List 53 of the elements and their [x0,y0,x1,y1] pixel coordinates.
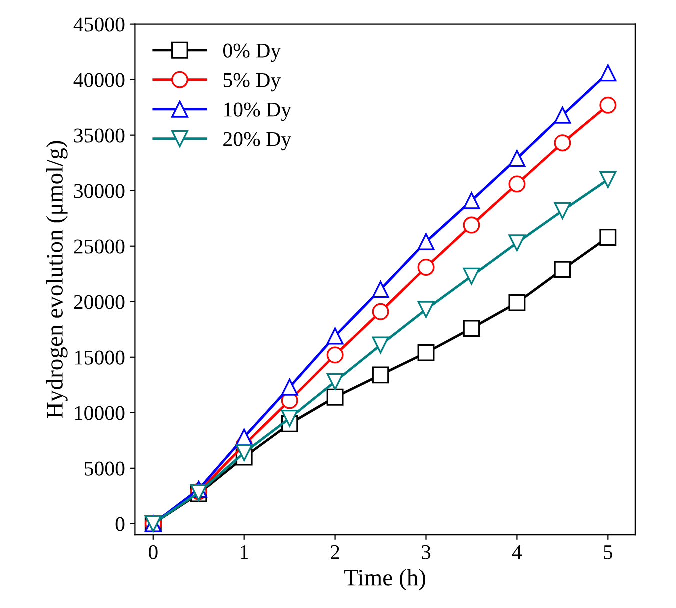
y-axis-title: Hydrogen evolution (μmol/g) [46,141,68,418]
point [600,229,617,246]
x-tick-label: 3 [422,545,431,560]
point [372,336,390,354]
point [372,366,390,384]
x-axis-title: Time (h) [344,569,426,591]
point [508,234,526,252]
point [326,388,344,406]
y-tick-label: 0 [116,517,125,532]
point [372,303,390,320]
legend-label: 20% Dy [224,132,292,151]
point [236,444,253,462]
y-tick-label: 20000 [74,295,125,310]
point [463,192,480,210]
point [418,258,435,276]
point [281,378,298,396]
point [418,233,435,250]
y-tick-label: 15000 [75,350,125,365]
legend-label: 10% Dy [224,102,292,122]
point [554,202,572,220]
point [463,216,480,234]
x-tick-label: 4 [512,546,522,560]
point [326,373,344,390]
point [600,171,617,188]
y-tick-label: 10000 [75,406,125,420]
point [372,281,390,298]
point [600,64,617,82]
y-tick-label: 30000 [74,184,125,198]
point [326,346,344,364]
y-tick-label: 35000 [74,128,125,143]
point [463,320,480,338]
point [418,344,435,362]
y-tick-label: 25000 [74,240,125,254]
x-tick-label: 0 [148,545,158,560]
y-tick-label: 45000 [74,18,125,32]
point [508,150,526,168]
x-tick-label: 2 [331,545,340,560]
legend-label: 0% Dy [223,44,282,62]
x-tick-label: 5 [604,546,613,560]
point [418,301,435,318]
point [326,328,344,345]
legend-label: 5% Dy [224,73,282,92]
point [508,176,526,193]
point [508,294,526,312]
point [554,134,572,152]
y-tick-label: 40000 [74,73,125,88]
point [554,106,572,124]
y-tick-label: 5000 [85,462,125,476]
point [554,261,572,278]
point [281,410,298,427]
point [600,96,617,114]
point [463,268,480,285]
x-tick-label: 1 [240,545,248,560]
